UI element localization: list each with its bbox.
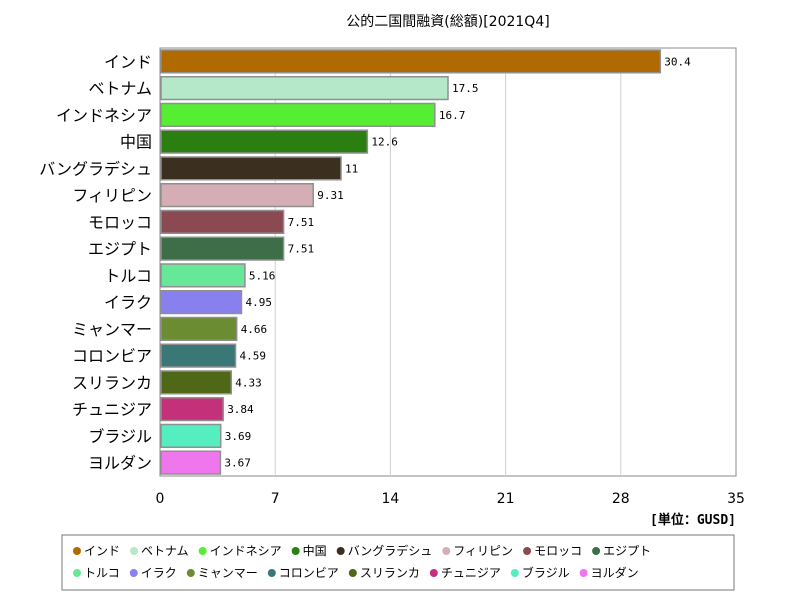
category-label: ヨルダン [88, 454, 152, 473]
value-label: 16.7 [439, 109, 466, 122]
category-label: コロンビア [72, 347, 152, 366]
legend-label: チュニジア [441, 566, 501, 580]
bar [160, 423, 222, 448]
legend-label: トルコ [84, 566, 120, 580]
legend-marker [130, 547, 139, 555]
category-label: スリランカ [72, 373, 152, 392]
value-label: 5.16 [249, 269, 276, 282]
value-label: 30.4 [664, 55, 691, 68]
category-label: ブラジル [88, 427, 152, 446]
value-label: 4.59 [240, 350, 266, 363]
legend-marker [429, 569, 438, 577]
bar [160, 397, 224, 422]
bar [160, 316, 238, 341]
value-label: 12.6 [371, 136, 398, 149]
legend-marker [73, 569, 81, 577]
legend-marker [510, 569, 519, 577]
legend-label: イラク [141, 566, 177, 580]
category-label: 中国 [120, 133, 152, 152]
category-label: インドネシア [56, 106, 152, 125]
bar [160, 76, 449, 101]
category-label: チュニジア [72, 400, 152, 419]
legend-marker [291, 547, 300, 555]
legend-marker [186, 569, 195, 577]
value-label: 3.69 [225, 430, 252, 443]
legend-marker [348, 569, 357, 577]
legend-label: フィリピン [453, 544, 513, 558]
legend-marker [592, 547, 601, 555]
category-label: トルコ [104, 266, 152, 285]
legend-label: ブラジル [522, 565, 570, 580]
value-label: 3.84 [227, 403, 254, 416]
category-label: ベトナム [88, 79, 152, 98]
legend-label: インドネシア [210, 544, 282, 558]
legend-marker [523, 547, 532, 555]
bar [160, 49, 662, 74]
x-tick-label: 0 [156, 491, 165, 507]
category-label: イラク [104, 293, 152, 312]
x-tick-label: 21 [497, 491, 515, 507]
bar [160, 290, 243, 315]
value-label: 9.31 [317, 189, 344, 202]
bar [160, 209, 285, 234]
legend-label: ミャンマー [198, 566, 258, 580]
value-label: 4.33 [235, 376, 262, 389]
value-label: 4.66 [241, 323, 268, 336]
bars [160, 49, 662, 475]
value-label: 4.95 [245, 296, 272, 309]
bar [160, 129, 369, 154]
category-label: エジプト [88, 240, 152, 259]
legend-marker [336, 547, 345, 555]
category-label: インド [104, 52, 152, 71]
category-label: ミャンマー [72, 320, 152, 339]
bar [160, 236, 285, 261]
bar [160, 102, 436, 127]
bar [160, 370, 233, 395]
bar [160, 156, 342, 181]
value-label: 3.67 [224, 457, 251, 470]
value-label: 11 [345, 162, 358, 175]
category-label: モロッコ [88, 213, 152, 232]
legend-marker [198, 547, 207, 555]
legend-marker [129, 569, 138, 577]
x-tick-label: 14 [381, 491, 399, 507]
x-axis-ticks: 0 7 14 21 28 35 [156, 491, 745, 507]
category-label: フィリピン [72, 186, 152, 205]
x-tick-label: 35 [727, 491, 745, 507]
value-label: 17.5 [452, 82, 479, 95]
legend-label: バングラデシュ [348, 543, 433, 558]
legend-label: エジプト [603, 544, 651, 558]
category-labels: インドベトナムインドネシア中国バングラデシュフィリピンモロッコエジプトトルコイラ… [39, 52, 152, 472]
legend-label: ヨルダン [591, 565, 639, 580]
legend-marker [442, 547, 451, 555]
value-labels: 30.4 17.5 16.7 12.6 11 9.31 7.51 7.51 5.16 4.95 4.… [224, 55, 691, 469]
legend-box [61, 534, 735, 591]
legend-label: スリランカ [360, 566, 420, 580]
x-tick-label: 28 [612, 491, 630, 507]
legend-label: ベトナム [141, 544, 189, 558]
bar [160, 263, 246, 288]
chart-title: 公的二国間融資(総額)[2021Q4] [346, 14, 549, 30]
bar [160, 183, 314, 208]
bar [160, 343, 237, 368]
legend-label: モロッコ [534, 544, 582, 558]
legend-marker [579, 569, 588, 577]
value-label: 7.51 [288, 243, 315, 256]
legend-label: 中国 [303, 543, 327, 558]
legend-label: コロンビア [279, 566, 339, 580]
x-tick-label: 7 [271, 491, 280, 507]
value-label: 7.51 [288, 216, 315, 229]
legend-marker [267, 569, 276, 577]
unit-label: [単位：GUSD] [650, 512, 736, 528]
legend-marker [73, 547, 81, 555]
legend-label: インド [84, 544, 120, 558]
bar [160, 450, 222, 475]
category-label: バングラデシュ [39, 159, 152, 178]
